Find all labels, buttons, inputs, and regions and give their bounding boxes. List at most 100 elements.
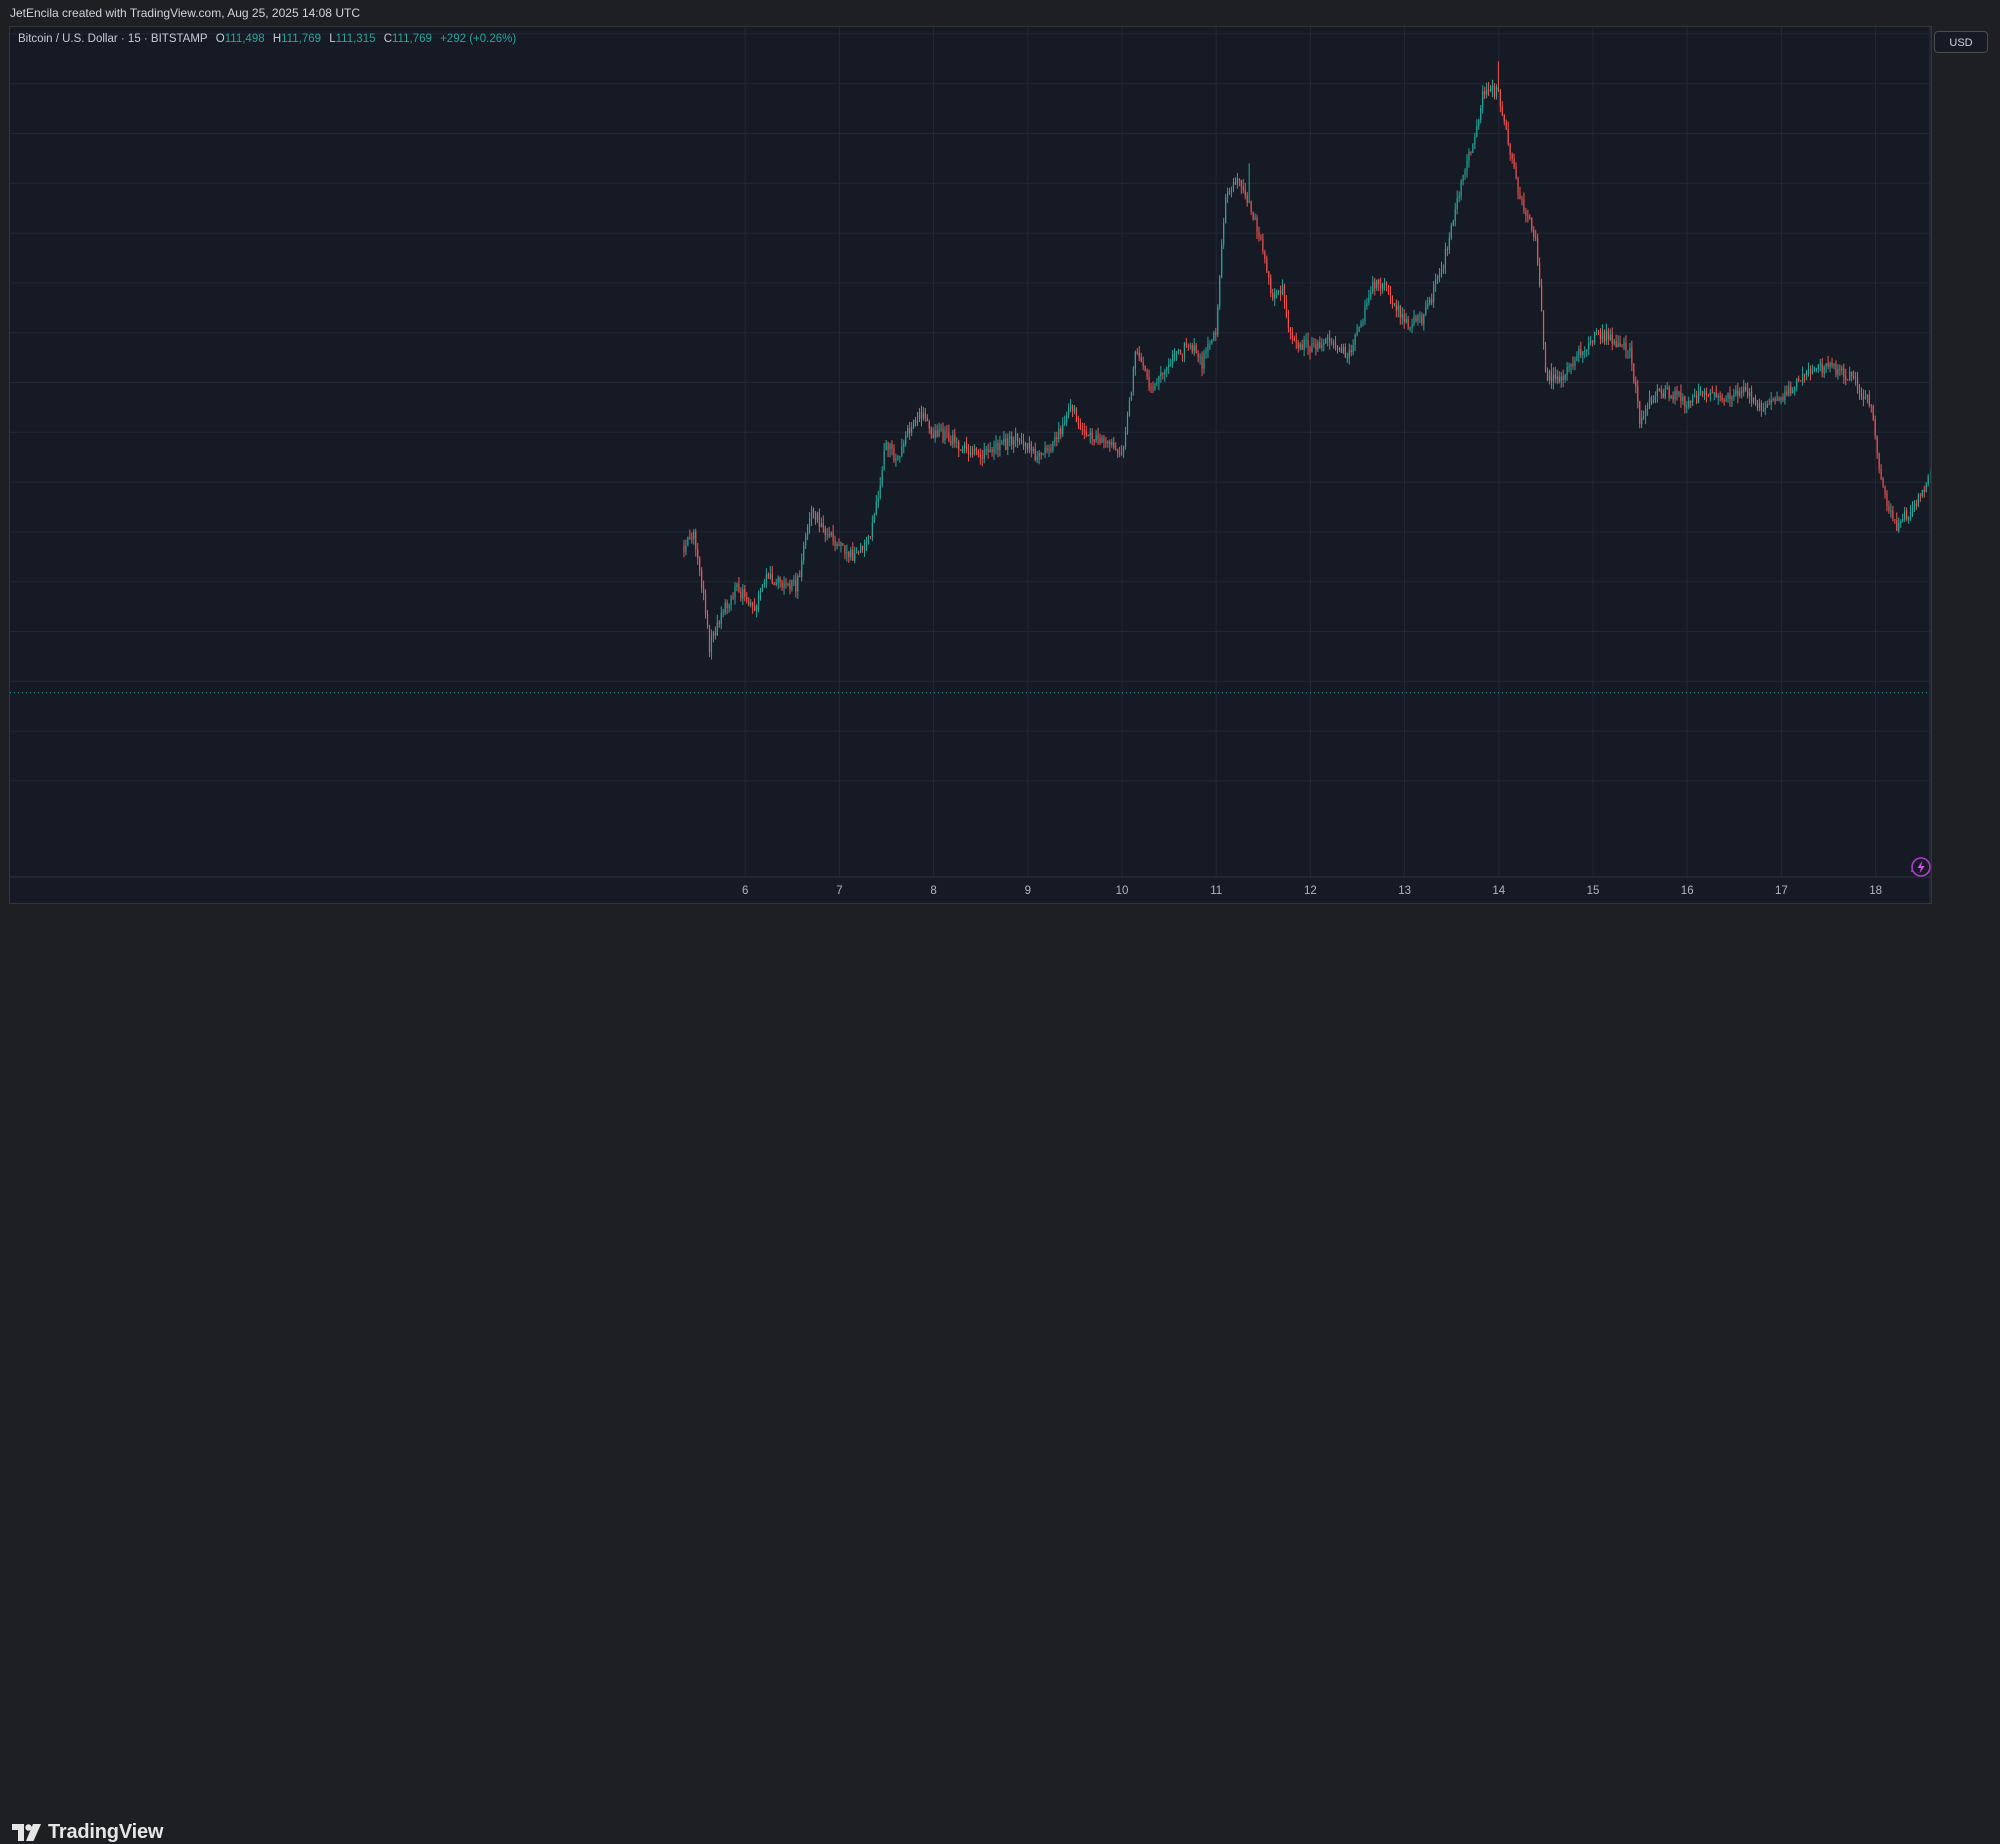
candle-body [1919,495,1921,497]
candle-body [1656,389,1658,397]
candle-body [861,546,864,550]
candle-body [1849,371,1851,380]
candle-body [1168,364,1170,368]
candle-body [1385,283,1388,286]
candle-body [1595,332,1598,333]
candle-body [1050,448,1052,451]
candle-body [979,454,981,458]
candle-body [1001,442,1003,444]
candle-body [1623,342,1625,348]
candle-body [1906,510,1908,520]
candle-body [783,583,785,588]
candle-body [1680,391,1682,401]
candle-body [1643,416,1645,418]
candle-body [1291,331,1293,338]
candle-body [1423,313,1425,325]
candle-body [1360,323,1362,327]
candle-body [1295,340,1297,343]
candle-body [1772,398,1774,400]
candle-body [1460,181,1462,197]
candle-body [1264,252,1266,259]
candle-body [1554,374,1556,380]
candle-body [889,444,891,450]
candle-body [1631,347,1633,364]
candle-body [1754,397,1757,401]
candle-body [818,512,820,527]
candle-body [728,605,730,609]
high-label: H [272,33,282,45]
price-chart[interactable]: 125,000124,000123,000122,000121,000120,0… [10,27,1931,903]
candle-body [1389,288,1392,297]
candle-body [1531,218,1533,230]
candle-body [1444,249,1447,269]
candle-body [924,412,926,419]
candle-body [1107,441,1109,443]
candle-body [763,581,766,584]
candle-body [1474,136,1476,145]
candle-body [1307,339,1309,348]
candle-body [746,596,748,602]
candle-body [1015,433,1017,440]
candle-body [901,446,903,457]
candle-body [1009,436,1011,439]
candle-body [1770,399,1772,405]
candle-body [1011,436,1013,446]
candle-body [997,443,999,451]
candle-body [757,593,760,605]
brand-logo[interactable]: TradingView [12,1821,163,1844]
candle-body [1077,422,1080,425]
candle-body [1725,398,1727,401]
candle-body [1584,351,1586,353]
candle-body [1340,348,1343,353]
candle-body [912,419,915,427]
candle-body [1782,397,1784,401]
candle-body [702,587,705,595]
candle-body [1650,397,1653,403]
candle-body [1590,340,1592,343]
candle-body [691,537,693,540]
candle-body [826,534,828,535]
candle-body [918,411,921,421]
candle-body [999,443,1001,451]
candle-body [1900,521,1902,524]
candle-body [1811,370,1814,375]
candle-body [885,442,887,451]
currency-button[interactable]: USD [1934,31,1988,53]
candle-body [1907,517,1910,520]
chart-pane[interactable]: 125,000124,000123,000122,000121,000120,0… [9,26,1932,904]
candle-body [1279,290,1282,294]
candle-body [1262,239,1264,253]
candle-body [1923,490,1925,492]
candle-body [1005,438,1007,450]
candle-body [708,626,711,652]
x-tick-label: 10 [1116,885,1129,897]
candle-body [1676,390,1678,395]
candle-body [1064,421,1066,425]
candle-body [1466,160,1468,172]
candle-body [1425,306,1427,314]
candle-body [1401,313,1403,318]
candle-body [1346,357,1348,359]
close-label: C [383,33,393,45]
candle-body [1562,376,1564,380]
candle-body [1570,363,1572,367]
candle-body [1417,316,1419,321]
candle-body [977,451,979,455]
candle-body [1297,342,1299,348]
candle-body [1258,231,1260,238]
candle-body [1016,433,1019,443]
candle-body [1144,365,1146,371]
candle-body [1697,391,1700,403]
candle-body [1242,186,1244,190]
candle-body [773,583,775,585]
candle-body [1711,392,1713,394]
candle-body [1588,342,1590,350]
candle-body [1925,483,1927,492]
candle-body [1611,334,1613,344]
candle-body [1374,281,1376,289]
candle-body [1038,453,1040,457]
candle-body [930,428,932,435]
candle-body [1701,391,1704,395]
lightning-icon[interactable] [1907,853,1935,881]
x-tick-label: 16 [1681,885,1694,897]
